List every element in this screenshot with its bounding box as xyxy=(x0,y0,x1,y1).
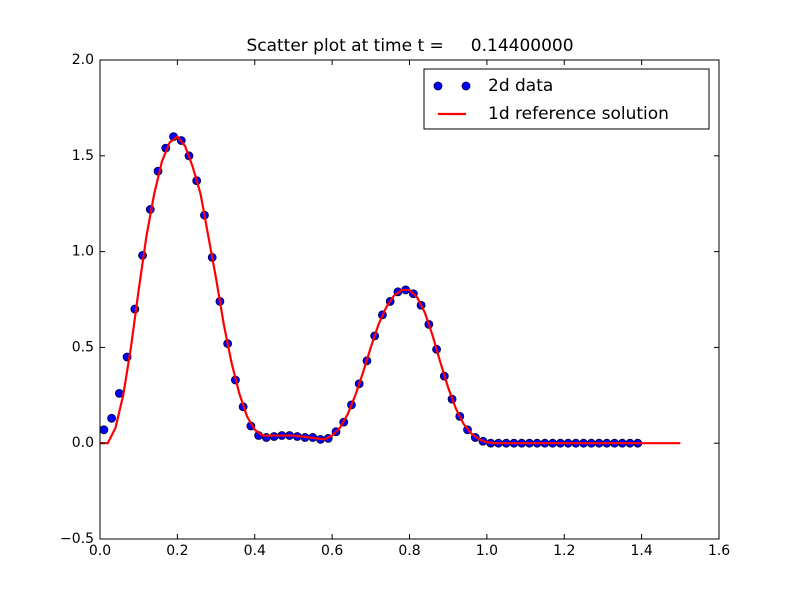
y-tick-label: 1.0 xyxy=(72,244,94,260)
y-tick-label: 0.0 xyxy=(72,435,94,451)
chart-title: Scatter plot at time t = 0.14400000 xyxy=(246,36,573,56)
x-tick-label: 1.6 xyxy=(708,543,730,559)
x-tick-label: 0.6 xyxy=(321,543,343,559)
legend-label: 1d reference solution xyxy=(488,104,669,124)
legend-box xyxy=(423,68,710,130)
x-tick-label: 1.4 xyxy=(630,543,652,559)
line xyxy=(100,135,681,445)
legend-marker xyxy=(433,81,443,91)
data-point xyxy=(99,425,109,435)
x-tick-label: 0.2 xyxy=(166,543,188,559)
legend-marker xyxy=(461,81,471,91)
legend-label: 2d data xyxy=(488,76,553,96)
y-tick-label: 0.5 xyxy=(72,339,94,355)
legend: 2d data 1d reference solution xyxy=(423,68,710,130)
data-point xyxy=(107,413,117,423)
y-tick-label: 2.0 xyxy=(72,52,94,68)
x-tick-label: 0.4 xyxy=(244,543,266,559)
y-tick-label: −0.5 xyxy=(60,531,94,547)
x-tick-label: 1.2 xyxy=(553,543,575,559)
plot-area xyxy=(99,132,681,448)
y-tick-label: 1.5 xyxy=(72,148,94,164)
x-tick-label: 1.0 xyxy=(476,543,498,559)
x-tick-label: 0.0 xyxy=(89,543,111,559)
x-tick-label: 0.8 xyxy=(398,543,420,559)
